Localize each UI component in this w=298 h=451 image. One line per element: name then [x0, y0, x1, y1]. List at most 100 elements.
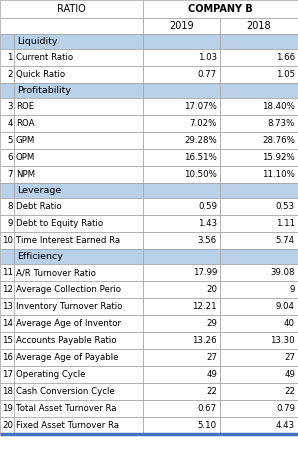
- Bar: [143, 215, 220, 232]
- Text: Fixed Asset Turnover Ra: Fixed Asset Turnover Ra: [16, 421, 119, 430]
- Text: 5.74: 5.74: [276, 236, 295, 245]
- Bar: [0, 400, 14, 417]
- Text: 18: 18: [2, 387, 13, 396]
- Text: 1: 1: [7, 53, 13, 62]
- Bar: [14, 232, 143, 249]
- Bar: [14, 249, 143, 264]
- Text: 1.03: 1.03: [198, 53, 217, 62]
- Bar: [220, 132, 298, 149]
- Text: 3.56: 3.56: [198, 236, 217, 245]
- Text: 17.07%: 17.07%: [184, 102, 217, 111]
- Bar: [220, 315, 298, 332]
- Bar: [220, 417, 298, 434]
- Bar: [220, 198, 298, 215]
- Bar: [220, 34, 298, 49]
- Bar: [0, 215, 14, 232]
- Bar: [220, 264, 298, 281]
- Text: Accounts Payable Ratio: Accounts Payable Ratio: [16, 336, 117, 345]
- Text: 5.10: 5.10: [198, 421, 217, 430]
- Bar: [14, 115, 143, 132]
- Bar: [143, 281, 220, 298]
- Bar: [14, 149, 143, 166]
- Bar: [0, 315, 14, 332]
- Text: 40: 40: [284, 319, 295, 328]
- Bar: [14, 98, 143, 115]
- Bar: [143, 198, 220, 215]
- Bar: [143, 49, 220, 66]
- Text: 14: 14: [2, 319, 13, 328]
- Bar: [220, 183, 298, 198]
- Bar: [220, 18, 298, 34]
- Text: Average Age of Inventor: Average Age of Inventor: [16, 319, 121, 328]
- Bar: [0, 198, 14, 215]
- Bar: [220, 115, 298, 132]
- Bar: [220, 166, 298, 183]
- Text: 0.77: 0.77: [198, 70, 217, 79]
- Bar: [143, 315, 220, 332]
- Bar: [14, 417, 143, 434]
- Bar: [0, 183, 14, 198]
- Text: Debt Ratio: Debt Ratio: [16, 202, 62, 211]
- Bar: [14, 349, 143, 366]
- Text: 15: 15: [2, 336, 13, 345]
- Text: 28.76%: 28.76%: [262, 136, 295, 145]
- Bar: [14, 198, 143, 215]
- Text: 6: 6: [7, 153, 13, 162]
- Bar: [143, 98, 220, 115]
- Text: RATIO: RATIO: [57, 4, 86, 14]
- Bar: [220, 49, 298, 66]
- Bar: [143, 264, 220, 281]
- Text: Cash Conversion Cycle: Cash Conversion Cycle: [16, 387, 115, 396]
- Bar: [143, 66, 220, 83]
- Text: 22: 22: [206, 387, 217, 396]
- Bar: [0, 264, 14, 281]
- Text: Total Asset Turnover Ra: Total Asset Turnover Ra: [16, 404, 117, 413]
- Bar: [0, 49, 14, 66]
- Bar: [143, 383, 220, 400]
- Bar: [0, 34, 14, 49]
- Bar: [220, 98, 298, 115]
- Text: Inventory Turnover Ratio: Inventory Turnover Ratio: [16, 302, 122, 311]
- Text: 2019: 2019: [169, 21, 194, 31]
- Bar: [14, 49, 143, 66]
- Bar: [220, 383, 298, 400]
- Bar: [0, 349, 14, 366]
- Text: Operating Cycle: Operating Cycle: [16, 370, 86, 379]
- Bar: [0, 66, 14, 83]
- Text: 0.59: 0.59: [198, 202, 217, 211]
- Bar: [143, 232, 220, 249]
- Text: A/R Turnover Ratio: A/R Turnover Ratio: [16, 268, 96, 277]
- Bar: [220, 232, 298, 249]
- Text: 7.02%: 7.02%: [190, 119, 217, 128]
- Text: 2018: 2018: [247, 21, 271, 31]
- Text: 49: 49: [284, 370, 295, 379]
- Bar: [143, 166, 220, 183]
- Text: 17: 17: [2, 370, 13, 379]
- Bar: [14, 34, 143, 49]
- Text: COMPANY B: COMPANY B: [188, 4, 253, 14]
- Text: 19: 19: [2, 404, 13, 413]
- Bar: [0, 166, 14, 183]
- Text: 4.43: 4.43: [276, 421, 295, 430]
- Text: 12.21: 12.21: [193, 302, 217, 311]
- Text: 5: 5: [7, 136, 13, 145]
- Bar: [0, 298, 14, 315]
- Bar: [0, 0, 143, 18]
- Text: OPM: OPM: [16, 153, 35, 162]
- Bar: [143, 149, 220, 166]
- Bar: [14, 183, 143, 198]
- Bar: [220, 83, 298, 98]
- Bar: [143, 34, 220, 49]
- Text: Liquidity: Liquidity: [17, 37, 58, 46]
- Bar: [143, 183, 220, 198]
- Bar: [220, 332, 298, 349]
- Bar: [14, 315, 143, 332]
- Bar: [14, 83, 143, 98]
- Bar: [143, 417, 220, 434]
- Text: 1.66: 1.66: [276, 53, 295, 62]
- Bar: [0, 366, 14, 383]
- Text: 29.28%: 29.28%: [184, 136, 217, 145]
- Text: 15.92%: 15.92%: [262, 153, 295, 162]
- Text: 2: 2: [7, 70, 13, 79]
- Text: 8.73%: 8.73%: [268, 119, 295, 128]
